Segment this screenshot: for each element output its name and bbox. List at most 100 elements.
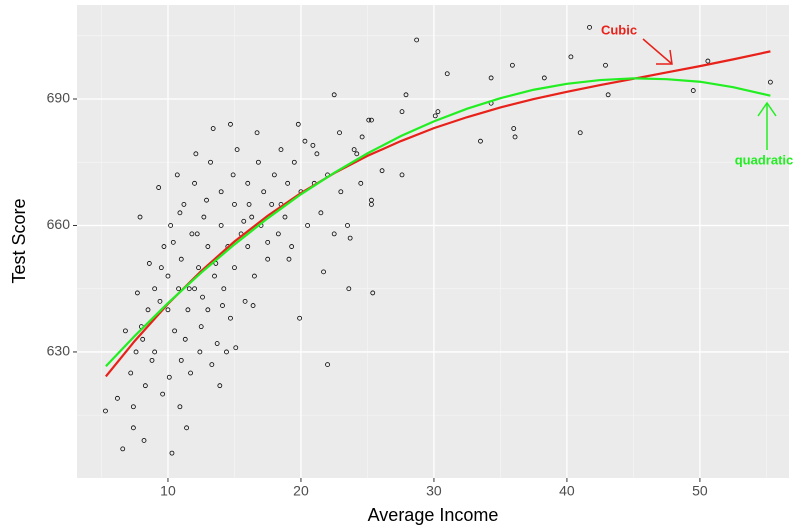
point (246, 202, 252, 207)
point (188, 370, 193, 376)
point (152, 286, 158, 292)
grid (77, 5, 789, 478)
point (152, 349, 158, 355)
point (302, 138, 308, 144)
point (278, 147, 284, 152)
point (142, 383, 148, 389)
point (321, 269, 326, 275)
point (285, 180, 291, 186)
point (130, 425, 136, 431)
point (172, 328, 178, 334)
point (170, 239, 176, 245)
point (297, 315, 303, 321)
point (255, 159, 261, 165)
point (512, 134, 518, 140)
x-tick-label: 10 (160, 483, 176, 499)
point (241, 218, 247, 224)
annotation-arrow (642, 38, 673, 65)
point (233, 345, 239, 351)
point (305, 223, 310, 228)
point (369, 117, 374, 123)
annotation-label: quadratic (735, 152, 794, 167)
point (269, 202, 275, 207)
point (403, 92, 409, 98)
point (605, 92, 611, 98)
point (331, 92, 337, 98)
fit-line (105, 77, 771, 368)
point (265, 256, 271, 262)
point (182, 336, 188, 342)
point (234, 147, 240, 152)
point (103, 408, 108, 414)
point (174, 172, 180, 178)
y-tick-label: 690 (47, 90, 71, 106)
point (511, 126, 517, 131)
point (141, 438, 147, 443)
point (228, 315, 233, 321)
point (161, 244, 167, 249)
point (137, 214, 143, 220)
point (254, 130, 260, 136)
point (245, 244, 251, 249)
point (331, 231, 337, 237)
point (488, 75, 494, 81)
point (198, 324, 204, 330)
point (370, 290, 376, 296)
point (541, 75, 547, 81)
point (242, 298, 248, 304)
point (399, 109, 405, 115)
point (351, 147, 357, 152)
point (115, 395, 120, 401)
annotation-arrowhead (757, 101, 777, 117)
point (224, 349, 229, 355)
point (338, 189, 344, 195)
annotation-label: Cubic (601, 22, 637, 37)
point (120, 446, 126, 452)
point (432, 113, 438, 119)
point (252, 273, 257, 279)
point (435, 109, 441, 115)
point (295, 121, 301, 127)
point (160, 391, 166, 397)
point (186, 286, 192, 292)
point (194, 231, 200, 237)
point (217, 383, 223, 389)
point (568, 54, 574, 60)
x-tick-label: 20 (293, 483, 309, 499)
point (228, 121, 233, 127)
point (192, 180, 197, 186)
point (123, 328, 128, 334)
annotation-arrowhead (656, 49, 673, 65)
point (369, 202, 374, 207)
point (261, 189, 267, 195)
point (200, 294, 205, 300)
point (185, 307, 191, 313)
point (379, 168, 385, 174)
point (249, 214, 255, 220)
point (205, 307, 211, 313)
point (250, 303, 256, 308)
x-tick-label: 40 (559, 483, 575, 499)
point (767, 79, 773, 85)
point (205, 244, 211, 249)
point (130, 404, 136, 410)
point (325, 362, 330, 367)
point (210, 126, 216, 131)
point (177, 210, 183, 216)
point (275, 231, 281, 237)
marks (103, 24, 773, 456)
point (193, 151, 199, 157)
point (149, 357, 155, 363)
point (178, 357, 184, 363)
point (232, 265, 237, 271)
point (218, 189, 224, 195)
point (314, 151, 320, 157)
point (366, 117, 372, 123)
point (359, 134, 365, 140)
point (212, 273, 217, 279)
point (181, 202, 187, 207)
point (271, 172, 277, 178)
point (209, 362, 215, 367)
point (220, 303, 225, 308)
